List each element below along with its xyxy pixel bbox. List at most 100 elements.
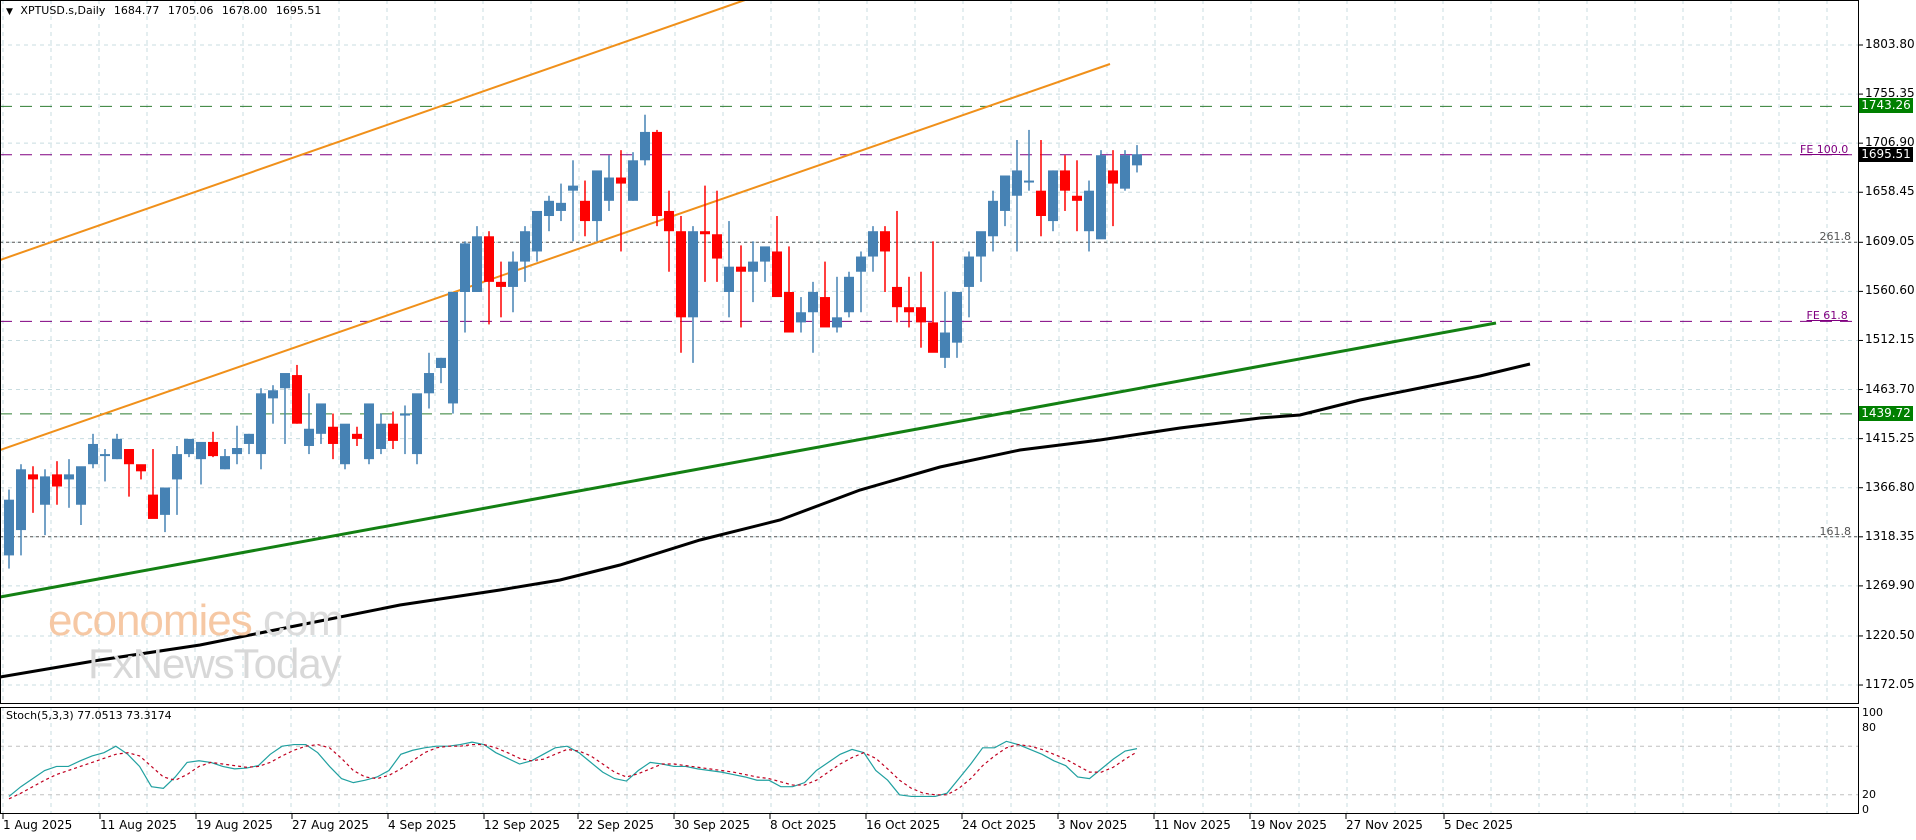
candle-body (664, 210, 674, 232)
candle-body (196, 441, 206, 460)
price-tick-label: 1220.50 (1865, 627, 1915, 642)
candle-body (508, 261, 518, 287)
stoch-axis-20: 20 (1862, 788, 1876, 801)
price-tick-label: 1560.60 (1865, 283, 1915, 298)
collapse-triangle-icon[interactable]: ▼ (6, 7, 13, 17)
price-tag: 1695.51 (1859, 146, 1913, 162)
candle-body (1072, 195, 1082, 201)
candle-body (532, 210, 542, 252)
candle-body (760, 246, 770, 262)
price-tick-label: 1803.80 (1865, 37, 1915, 51)
watermark-economies: economies.com (48, 596, 344, 645)
candle-body (388, 423, 398, 441)
candle-body (1108, 170, 1118, 184)
high-value: 1705.06 (167, 4, 214, 17)
price-tick-label: 1706.90 (1865, 135, 1915, 150)
candle-body (52, 474, 62, 487)
candle-body (16, 469, 26, 531)
candle-body (544, 200, 554, 217)
candle-body (64, 474, 74, 480)
candle-body (1120, 155, 1130, 189)
candle-body (88, 443, 98, 465)
level-label: FE 100.0 (1800, 142, 1849, 156)
candle-body (892, 286, 902, 308)
candle-body (160, 487, 170, 515)
candle-body (340, 423, 350, 465)
stoch-axis-80: 80 (1862, 721, 1876, 734)
date-label: 5 Dec 2025 (1444, 818, 1514, 832)
candle-body (868, 231, 878, 257)
candle-body (1096, 155, 1106, 240)
candle-body (772, 251, 782, 298)
date-label: 1 Aug 2025 (3, 818, 73, 832)
stoch-signal-line (8, 743, 1138, 800)
candle-body (100, 454, 110, 457)
candle-body (436, 357, 446, 368)
candle-body (940, 332, 950, 358)
date-label: 3 Nov 2025 (1058, 818, 1128, 832)
symbol-label: XPTUSD.s,Daily (20, 4, 106, 17)
candle-body (1000, 175, 1010, 211)
chart-title: ▼ XPTUSD.s,Daily 1684.77 1705.06 1678.00… (6, 4, 326, 17)
candle-body (28, 474, 38, 480)
date-label: 11 Aug 2025 (100, 818, 177, 832)
candle-body (448, 291, 458, 404)
date-label: 12 Sep 2025 (484, 818, 561, 832)
candle-body (784, 291, 794, 333)
level-label: 161.8 (1819, 524, 1852, 538)
candle-body (376, 423, 386, 450)
price-tick-label: 1172.05 (1865, 677, 1915, 692)
candle-body (400, 413, 410, 416)
candle-body (808, 291, 818, 313)
stoch-axis-0: 0 (1862, 803, 1869, 816)
date-label: 22 Sep 2025 (578, 818, 655, 832)
candle-body (856, 256, 866, 272)
candle-body (256, 393, 266, 455)
watermark-fxnewstoday: FxNewsToday (88, 640, 342, 687)
candle-body (1048, 170, 1058, 222)
candle-body (1084, 190, 1094, 232)
candle-body (688, 231, 698, 318)
candle-body (496, 281, 506, 287)
candle-body (184, 438, 194, 455)
candle-body (1024, 180, 1034, 183)
low-value: 1678.00 (221, 4, 268, 17)
candle-body (796, 312, 806, 323)
candle-body (604, 177, 614, 201)
candle-body (304, 428, 314, 446)
candle-body (556, 202, 566, 211)
stoch-plot-border (0, 707, 1859, 814)
candle-body (580, 200, 590, 222)
date-label: 19 Nov 2025 (1250, 818, 1327, 832)
level-label: 261.8 (1819, 230, 1852, 244)
candle-body (244, 433, 254, 444)
candle-body (232, 448, 242, 455)
candle-body (616, 177, 626, 184)
stoch-axis-100: 100 (1862, 706, 1883, 719)
candle-body (484, 236, 494, 282)
candle-body (1060, 170, 1070, 191)
candle-body (628, 160, 638, 201)
candle-body (736, 266, 746, 272)
channel-upper-line (0, 0, 746, 261)
candle-body (40, 476, 50, 505)
price-tick-label: 1658.45 (1865, 184, 1915, 199)
candle-body (352, 433, 362, 439)
level-label: FE 61.8 (1806, 309, 1848, 323)
candle-body (952, 291, 962, 343)
stochastic-title: Stoch(5,3,3) 77.0513 73.3174 (6, 709, 172, 722)
candle-body (904, 307, 914, 313)
price-tick-label: 1318.35 (1865, 528, 1915, 543)
date-label: 27 Aug 2025 (292, 818, 369, 832)
price-tick-label: 1415.25 (1865, 430, 1915, 445)
date-label: 16 Oct 2025 (866, 818, 941, 832)
price-tick-label: 1609.05 (1865, 234, 1915, 249)
candle-body (472, 236, 482, 292)
open-value: 1684.77 (113, 4, 160, 17)
candle-body (748, 261, 758, 272)
candle-body (1036, 190, 1046, 217)
candle-body (844, 276, 854, 313)
close-value: 1695.51 (275, 4, 322, 17)
candle-body (424, 373, 434, 394)
